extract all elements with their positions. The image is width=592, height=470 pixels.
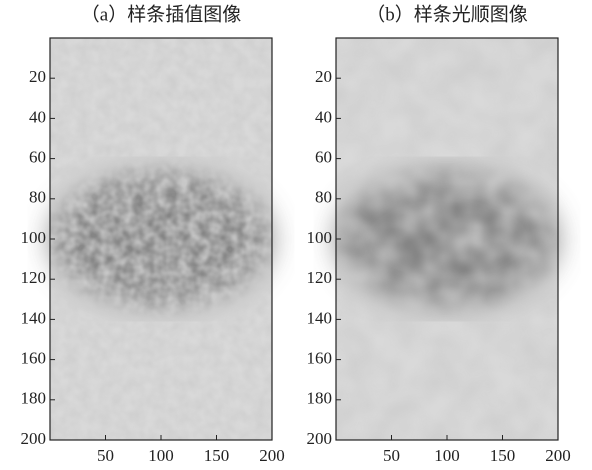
y-tick-label: 120 (21, 268, 47, 287)
x-tick-label: 200 (259, 446, 285, 465)
x-tick-label: 50 (97, 446, 114, 465)
y-tick-label: 40 (315, 107, 332, 126)
y-tick-label: 40 (29, 107, 46, 126)
y-tick-label: 200 (307, 429, 333, 448)
x-tick-label: 150 (490, 446, 516, 465)
y-tick-label: 100 (307, 228, 333, 247)
page: （a）样条插值图像 20 40 60 80 100 120 140 160 180 200 50 100… (0, 0, 592, 470)
y-tick-label: 140 (307, 308, 333, 327)
y-tick-label: 180 (21, 389, 47, 408)
y-tick-label: 20 (29, 67, 46, 86)
y-tick-label: 80 (315, 188, 332, 207)
panel-title: （b）样条光顺图像 (366, 3, 528, 25)
panels: （a）样条插值图像 20 40 60 80 100 120 140 160 180 200 50 100… (21, 3, 571, 465)
image-panel: （a）样条插值图像 20 40 60 80 100 120 140 160 180 200 50 100… (21, 3, 285, 465)
y-tick-label: 160 (21, 349, 47, 368)
y-tick-label: 180 (307, 389, 333, 408)
x-tick-label: 200 (545, 446, 571, 465)
y-tick-label: 200 (21, 429, 47, 448)
image-texture (50, 38, 272, 440)
y-tick-label: 160 (307, 349, 333, 368)
x-tick-label: 100 (148, 446, 174, 465)
x-tick-label: 100 (434, 446, 460, 465)
y-tick-label: 60 (315, 148, 332, 167)
y-tick-label: 80 (29, 188, 46, 207)
panel-title: （a）样条插值图像 (81, 3, 241, 25)
x-tick-label: 150 (204, 446, 230, 465)
y-tick-label: 100 (21, 228, 47, 247)
y-tick-label: 120 (307, 268, 333, 287)
x-tick-label: 50 (383, 446, 400, 465)
figure: （a）样条插值图像 20 40 60 80 100 120 140 160 180 200 50 100… (0, 0, 592, 470)
y-tick-label: 20 (315, 67, 332, 86)
y-tick-label: 140 (21, 308, 47, 327)
y-tick-label: 60 (29, 148, 46, 167)
image-texture (336, 38, 558, 440)
image-panel: （b）样条光顺图像 20 40 60 80 100 120 140 160 180 200 50 100… (307, 3, 571, 465)
